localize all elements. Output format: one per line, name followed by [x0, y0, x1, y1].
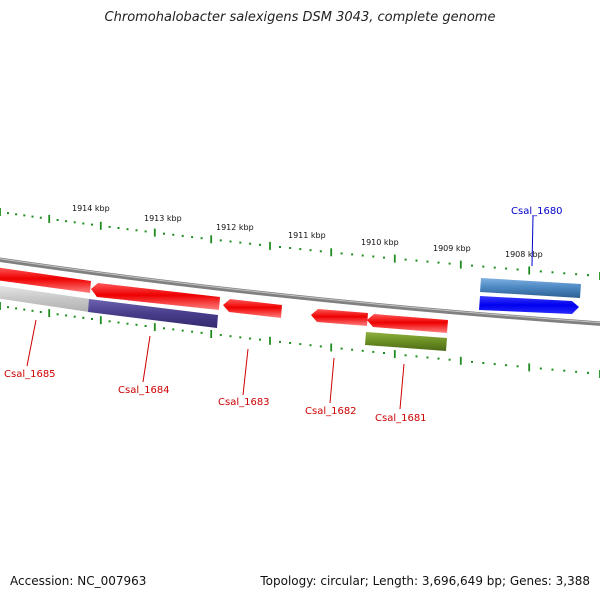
callout-line-csal-1681	[399, 363, 405, 410]
gene-label-csal-1682[interactable]: Csal_1682	[305, 406, 357, 417]
callout-line-csal-1684	[142, 335, 151, 383]
gene-csal-1681-subfeature[interactable]	[365, 332, 447, 351]
gene-csal-1685-subfeature[interactable]	[0, 285, 90, 312]
gene-csal-1684-reverse[interactable]	[91, 283, 220, 310]
kbp-label: 1910 kbp	[361, 238, 399, 247]
gene-csal-1683-reverse[interactable]	[223, 299, 282, 318]
outer-tick-ring	[0, 208, 600, 280]
genome-backbone-highlight	[0, 258, 600, 324]
kbp-labels: 1914 kbp 1913 kbp 1912 kbp 1911 kbp 1910…	[72, 204, 543, 259]
kbp-label: 1909 kbp	[433, 244, 471, 253]
kbp-label: 1913 kbp	[144, 214, 182, 223]
callout-line-csal-1685	[26, 319, 37, 367]
gene-csal-1685-reverse[interactable]	[0, 267, 91, 293]
callout-line-csal-1682	[329, 357, 335, 404]
figure-title: Chromohalobacter salexigens DSM 3043, co…	[104, 10, 496, 25]
callout-line-csal-1683	[242, 348, 249, 396]
gene-csal-1680-forward[interactable]	[479, 296, 579, 314]
gene-label-csal-1680[interactable]: Csal_1680	[511, 206, 563, 217]
gene-label-csal-1684[interactable]: Csal_1684	[118, 385, 170, 396]
kbp-label: 1908 kbp	[505, 250, 543, 259]
kbp-label: 1912 kbp	[216, 223, 254, 232]
callout-line-csal-1680	[531, 215, 534, 267]
gene-csal-1684-subfeature[interactable]	[88, 299, 218, 328]
accession-text: Accession: NC_007963	[10, 574, 147, 588]
gene-label-csal-1681[interactable]: Csal_1681	[375, 413, 427, 424]
gene-label-csal-1683[interactable]: Csal_1683	[218, 397, 270, 408]
gene-csal-1680-subfeature[interactable]	[480, 278, 581, 298]
genome-backbone	[0, 257, 600, 326]
kbp-label: 1911 kbp	[288, 231, 326, 240]
topology-text: Topology: circular; Length: 3,696,649 bp…	[260, 574, 590, 588]
inner-tick-ring	[0, 302, 600, 378]
gene-csal-1682-reverse[interactable]	[311, 309, 368, 326]
gene-csal-1681-reverse[interactable]	[367, 314, 448, 333]
gene-label-csal-1685[interactable]: Csal_1685	[4, 369, 56, 380]
kbp-label: 1914 kbp	[72, 204, 110, 213]
